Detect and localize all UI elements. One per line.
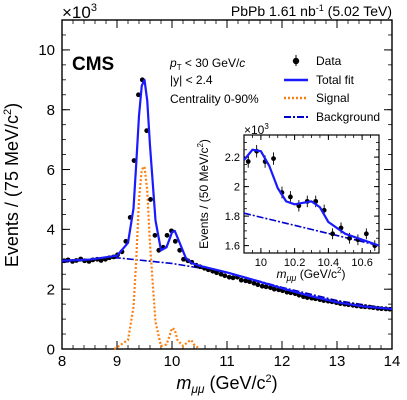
main-x-tick-label: 12 (274, 353, 291, 370)
main-x-tick-label: 8 (58, 353, 66, 370)
main-y-tick-label: 8 (47, 102, 55, 119)
main-plot-area: 8 9 10 11 12 13 14 0 2 4 6 8 10 (38, 19, 401, 370)
inset-y-tick-label: 2 (234, 181, 240, 193)
main-data-point (131, 158, 137, 163)
inset-y-tick-label: 2.2 (225, 152, 240, 164)
main-data-point (243, 278, 249, 284)
main-y-axis-label: Events / (75 MeV/c2) (2, 103, 22, 267)
main-x-tick-label: 14 (384, 353, 401, 370)
inset-data-point (271, 156, 276, 162)
inset-plot-area: 10 10.2 10.4 10.6 1.6 1.8 2 2.2 (225, 134, 380, 269)
main-data-point (218, 271, 224, 277)
main-data-point (177, 247, 183, 253)
inset-total-fit-curve (243, 148, 380, 247)
inset-plot-frame (243, 134, 380, 254)
main-background-curve (61, 256, 393, 311)
inset-data-point (245, 159, 251, 164)
inset-x-tick-label: 10 (255, 257, 267, 269)
main-x-tick-label: 11 (219, 353, 235, 370)
main-y-tick-label: 6 (47, 162, 55, 179)
main-data-point (255, 282, 261, 288)
main-data-point (226, 274, 232, 280)
inset-data-point (347, 235, 352, 241)
inset-background-curve (243, 212, 380, 247)
main-data-point (259, 283, 265, 289)
main-signal-curve (113, 164, 201, 350)
main-data-point (247, 279, 252, 285)
rapidity-selection-label: |y| < 2.4 (170, 73, 213, 87)
main-data-point (152, 232, 158, 238)
inset-y-multiplier: ×103 (244, 122, 269, 137)
pt-selection-label: pT < 30 GeV/c (169, 56, 245, 72)
main-y-multiplier: ×103 (62, 2, 97, 22)
main-data-point (263, 284, 269, 290)
inset-x-tick-label: 10.2 (284, 257, 305, 269)
main-y-tick-label: 2 (47, 281, 55, 298)
main-y-tick-label: 0 (47, 341, 55, 358)
main-data-point (222, 273, 228, 279)
main-data-point (251, 280, 257, 286)
legend-label-background: Background (316, 110, 380, 124)
main-data-point (172, 238, 178, 244)
main-x-tick-label: 13 (329, 353, 346, 370)
main-x-axis-label: mμμ (GeV/c2) (176, 373, 277, 396)
inset-x-axis-label: mμμ (GeV/c2) (276, 266, 345, 283)
inset-data-point (363, 231, 369, 237)
main-x-tick-label: 10 (164, 353, 181, 370)
inset-y-tick-label: 1.6 (225, 240, 240, 252)
inset-y-axis-label: Events / (50 MeV/c2) (196, 139, 211, 249)
main-data-point (98, 258, 104, 263)
main-data-point (230, 275, 236, 281)
inset-data-point (288, 194, 293, 200)
main-data-point (268, 285, 273, 291)
main-data-point (144, 128, 150, 134)
main-x-tick-label: 9 (113, 353, 121, 370)
inset-data-point (330, 231, 335, 237)
legend-data-marker (292, 55, 300, 66)
legend-label-fit: Total fit (316, 73, 355, 87)
main-data-point (214, 270, 219, 276)
main-data-point (148, 197, 153, 202)
main-data-point (238, 277, 244, 283)
inset-y-tick-label: 1.8 (225, 211, 240, 223)
main-y-tick-label: 10 (38, 42, 55, 59)
inset-x-tick-label: 10.4 (318, 257, 339, 269)
experiment-label: CMS (72, 54, 114, 75)
legend-label-data: Data (316, 54, 342, 68)
header-luminosity: PbPb 1.61 nb-1 (5.02 TeV) (231, 3, 392, 19)
main-data-point (271, 286, 277, 292)
inset-x-tick-label: 10.6 (351, 257, 372, 269)
main-y-tick-label: 4 (47, 222, 55, 239)
centrality-label: Centrality 0-90% (170, 92, 259, 106)
main-total-fit-curve (61, 78, 393, 311)
legend: Data Total fit Signal Background (284, 54, 380, 124)
main-data-point (164, 232, 170, 238)
main-data-point (136, 92, 141, 98)
legend-label-signal: Signal (316, 91, 349, 105)
